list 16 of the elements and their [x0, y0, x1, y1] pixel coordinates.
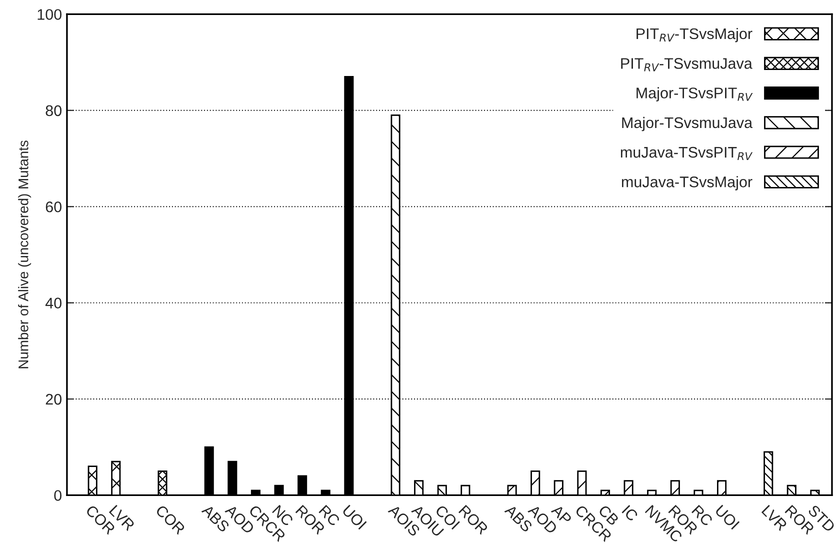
x-tick-label: UOI	[714, 504, 740, 530]
y-tick-label: 100	[38, 9, 62, 20]
legend-label: Major-TSvsPIT$_{RV}$	[636, 87, 753, 102]
x-tick-label: UOI	[342, 504, 367, 530]
legend-label: muJava-TSvsMajor	[622, 176, 752, 190]
y-tick-label: 80	[46, 105, 62, 116]
legend-label: PIT$_{RV}$-TSvsMajor	[636, 28, 752, 42]
y-tick-label: 60	[46, 201, 62, 212]
legend-label: muJava-TSvsPIT$_{RV}$	[620, 146, 753, 160]
y-tick-label: 20	[46, 394, 62, 405]
x-tick-label: IC	[622, 504, 639, 522]
legend-label: PIT$_{RV}$-TSvsmuJava	[621, 58, 752, 72]
legend-label: Major-TSvsmuJava	[622, 116, 753, 132]
y-tick-label: 40	[45, 298, 62, 308]
y-tick-label: 0	[54, 490, 62, 501]
y-axis-title: Number of Alive (uncovered) Mutants	[18, 140, 32, 368]
